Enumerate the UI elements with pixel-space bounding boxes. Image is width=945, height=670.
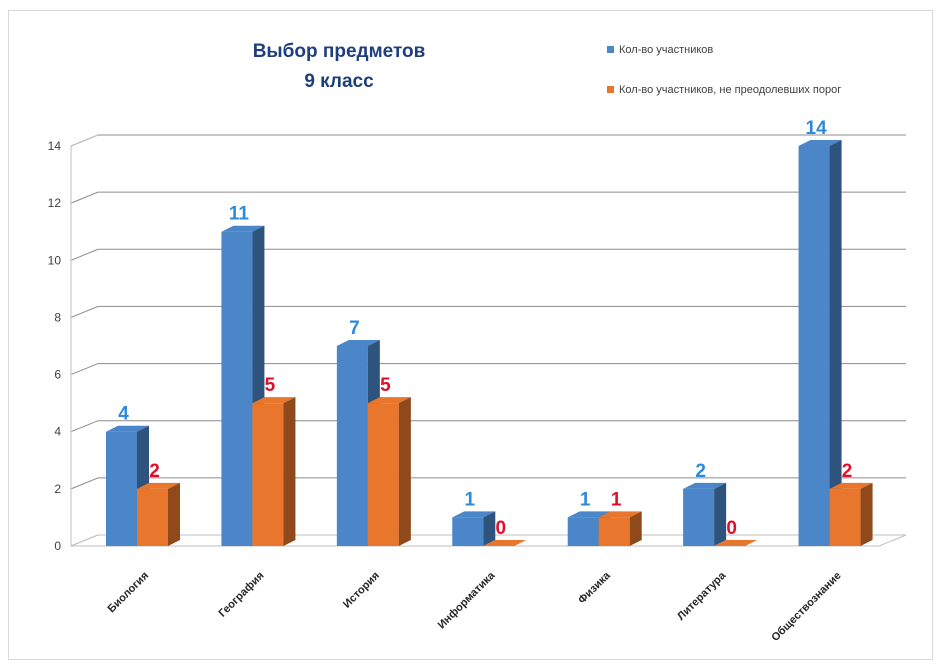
bar-participants: [798, 146, 830, 546]
category-label: Обществознание: [769, 570, 843, 644]
data-label: 14: [806, 118, 828, 139]
bar-failed: [829, 488, 861, 546]
y-tick-label: 0: [54, 539, 61, 553]
bar-participants: [683, 488, 715, 546]
data-label: 0: [495, 518, 506, 539]
bar-top-face: [221, 225, 265, 232]
category-label: Литература: [675, 569, 729, 623]
bar-failed: [252, 403, 284, 546]
legend-swatch-failed: [607, 86, 614, 93]
bar-failed: [367, 403, 399, 546]
bar-top-face: [798, 140, 842, 146]
y-tick-label: 6: [54, 368, 61, 382]
data-label: 2: [842, 461, 853, 482]
bar-participants: [336, 346, 368, 546]
bar-top-face: [252, 397, 296, 404]
bar-side-face: [629, 511, 642, 546]
gridline-12: [70, 191, 906, 204]
data-label: 2: [695, 461, 706, 482]
gridline-10: [70, 248, 906, 261]
bar-failed: [137, 488, 168, 546]
bar-top-face: [683, 482, 727, 489]
gridline-14: [70, 134, 906, 147]
gridlines: [70, 134, 906, 547]
data-label: 11: [229, 204, 250, 225]
bar-top-face: [598, 511, 642, 518]
chart-title: Выбор предметов: [253, 41, 426, 62]
y-tick-label: 10: [48, 253, 62, 267]
bar-top-face: [483, 540, 527, 546]
legend: Кол-во участников Кол-во участников, не …: [607, 44, 841, 96]
category-label: История: [341, 570, 382, 611]
category-label: Биология: [106, 570, 152, 616]
data-label: 5: [380, 375, 391, 396]
y-tick-label: 8: [54, 310, 61, 324]
bar-participants: [452, 517, 484, 546]
bar-top-face: [714, 540, 758, 546]
category-labels: Биология География История Информатика Физик…: [106, 569, 844, 644]
y-tick-label: 4: [54, 425, 61, 439]
bar-top-face: [137, 482, 180, 489]
bar-side-face: [860, 482, 873, 546]
gridline-8: [70, 305, 906, 318]
category-label: География: [217, 570, 267, 620]
data-label: 5: [265, 375, 276, 396]
legend-label-participants: Кол-во участников: [619, 44, 713, 56]
bar-top-face: [452, 511, 496, 518]
data-label: 2: [149, 461, 160, 482]
bar-top-face: [336, 340, 380, 346]
chart-frame: 0 2 4 6 8 10 12 14 4 2 11 5 7 5 1 0 1 1 2 0 14 2 Биология Гео…: [8, 10, 933, 660]
bar-side-face: [714, 482, 727, 546]
category-label: Физика: [576, 569, 613, 606]
bar-participants: [221, 231, 253, 546]
data-label: 1: [464, 489, 475, 510]
data-label: 1: [611, 489, 622, 510]
bar-side-face: [283, 397, 296, 546]
bar-side-face: [398, 397, 411, 546]
gridline-2: [70, 477, 906, 490]
gridline-4: [70, 420, 906, 433]
category-label: Информатика: [436, 569, 498, 631]
bar-failed: [598, 517, 630, 546]
bar-top-face: [106, 425, 149, 432]
bar-top-face: [567, 511, 611, 518]
bar-side-face: [829, 140, 842, 546]
bar-top-face: [829, 482, 873, 489]
bar-side-face: [168, 482, 180, 546]
gridline-6: [70, 363, 906, 376]
data-label: 0: [726, 518, 737, 539]
legend-label-failed: Кол-во участников, не преодолевших порог: [619, 84, 841, 96]
data-label: 4: [118, 404, 129, 425]
y-axis-line: [70, 134, 99, 546]
bar-participants: [567, 517, 599, 546]
chart-subtitle: 9 класс: [304, 71, 374, 92]
y-tick-label: 2: [54, 482, 61, 496]
data-label: 1: [580, 489, 591, 510]
legend-swatch-participants: [607, 46, 614, 53]
y-tick-label: 14: [48, 139, 62, 153]
bars: [106, 140, 873, 546]
bar-participants: [106, 431, 137, 546]
bar-side-face: [483, 511, 496, 546]
y-tick-label: 12: [48, 196, 62, 210]
data-label: 7: [349, 318, 360, 339]
bar-top-face: [367, 397, 411, 404]
